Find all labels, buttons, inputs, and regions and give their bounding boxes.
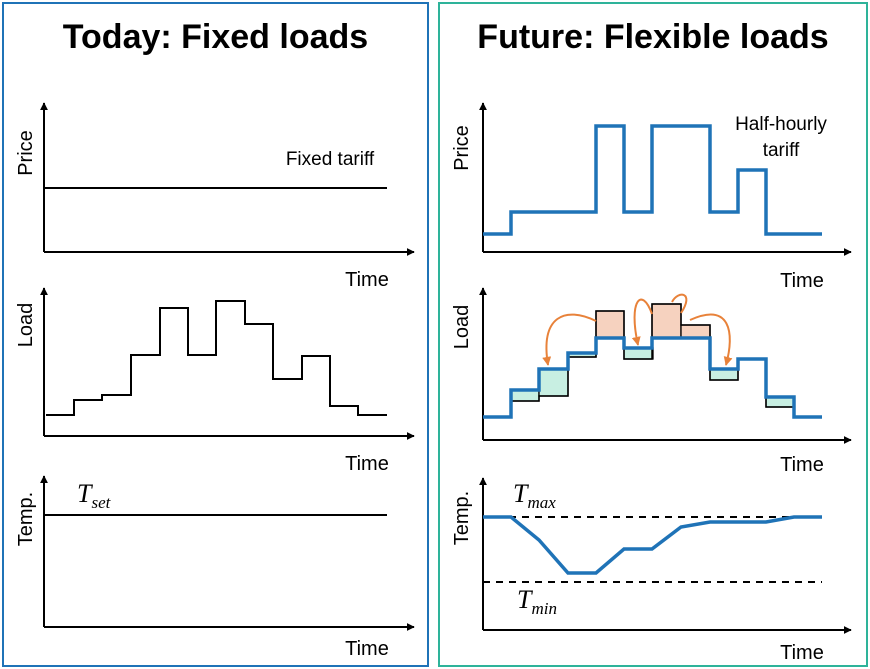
half-hourly-tariff-label-line2: tariff [763,140,800,161]
left-temp-y-label: Temp. [15,492,37,546]
load-shift-arrow-4 [689,313,733,366]
load-shift-arrow-2 [631,298,653,346]
right-price-x-label: Time [780,270,824,292]
right-price-y-label: Price [451,125,473,171]
right-load-y-label: Load [451,305,473,350]
right-temp-x-label: Time [780,642,824,664]
left-price-chart: Price Time Fixed tariff [15,102,415,291]
indoor-temperature-line [483,515,822,575]
left-price-y-label: Price [15,130,37,176]
t-min-label: Tmin [517,585,557,618]
left-load-x-label: Time [345,453,389,475]
load-shift-arrow-3 [671,293,688,314]
panel-title-future: Future: Flexible loads [477,18,829,56]
half-hourly-tariff-line [483,124,822,236]
right-price-chart: Price Time Half-hourly tariff [451,102,852,292]
left-temp-chart: Temp. Time Tset [15,475,415,660]
left-temp-x-label: Time [345,638,389,660]
fixed-load-profile [46,300,387,416]
half-hourly-tariff-label-line1: Half-hourly [735,114,827,135]
right-load-chart: Load Time [451,287,852,476]
right-load-x-label: Time [780,454,824,476]
load-increase-area-2 [538,368,569,397]
load-reduction-area-1 [595,310,625,339]
t-set-label: Tset [77,479,112,512]
panel-title-today: Today: Fixed loads [62,18,369,56]
left-price-x-label: Time [345,269,389,291]
t-max-label: Tmax [513,479,556,512]
load-reduction-area-2 [651,303,682,339]
right-temp-chart: Temp. Time Tmax Tmin [451,477,852,664]
left-load-chart: Load Time [15,287,415,475]
load-reduction-area-3 [680,324,711,339]
right-temp-y-label: Temp. [451,491,473,545]
load-shift-arrow-1 [542,313,597,366]
fixed-tariff-label: Fixed tariff [286,149,375,170]
left-load-y-label: Load [15,303,37,348]
flexible-load-profile [483,336,822,419]
